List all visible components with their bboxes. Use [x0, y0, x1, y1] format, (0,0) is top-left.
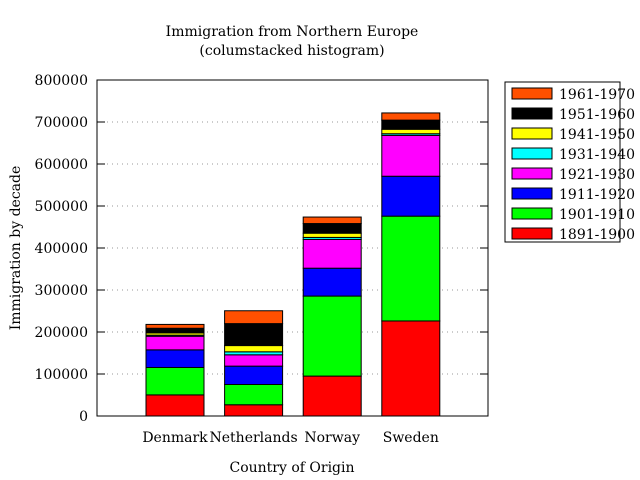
y-tick-label: 500000: [35, 199, 88, 215]
bar-segment: [145, 366, 205, 396]
bar-segment: [224, 383, 284, 406]
x-tick-label: Netherlands: [210, 430, 298, 446]
bar-segment: [381, 128, 441, 135]
y-tick-label: 400000: [35, 241, 88, 257]
legend-swatch: [511, 207, 553, 220]
y-tick-label: 800000: [35, 73, 88, 89]
legend-label: 1911-1920: [559, 187, 635, 203]
bar-segment: [302, 232, 362, 238]
legend-label: 1961-1970: [559, 87, 635, 103]
bar-segment: [381, 215, 441, 322]
legend-swatch: [511, 147, 553, 160]
y-tick-label: 0: [79, 409, 88, 425]
bar-segment: [302, 375, 362, 417]
legend-label: 1931-1940: [559, 147, 635, 163]
legend-swatch: [511, 227, 553, 240]
x-axis-label: Country of Origin: [229, 460, 354, 476]
bar-segment: [302, 223, 362, 234]
y-tick-label: 600000: [35, 157, 88, 173]
legend-label: 1921-1930: [559, 167, 635, 183]
legend-swatch: [511, 127, 553, 140]
legend-swatch: [511, 167, 553, 180]
bar-segment: [381, 119, 441, 130]
chart-subtitle: (columstacked histogram): [199, 43, 384, 59]
bar-segment: [224, 404, 284, 417]
legend-swatch: [511, 107, 553, 120]
legend-swatch: [511, 187, 553, 200]
y-axis-label: Immigration by decade: [8, 166, 24, 331]
legend-label: 1891-1900: [559, 227, 635, 243]
bar-segment: [145, 335, 205, 351]
x-tick-label: Denmark: [142, 430, 208, 446]
bar-segment: [302, 216, 362, 225]
bar-segment: [145, 349, 205, 368]
bar-segment: [302, 238, 362, 269]
legend-label: 1951-1960: [559, 107, 635, 123]
bar-segment: [224, 354, 284, 367]
bar-segment: [145, 323, 205, 329]
bar-segment: [302, 267, 362, 297]
bar-segment: [224, 323, 284, 347]
x-tick-label: Norway: [304, 430, 360, 446]
chart-title: Immigration from Northern Europe: [166, 24, 419, 40]
bar-segment: [381, 175, 441, 217]
bar-segment: [224, 310, 284, 325]
bar-segment: [381, 320, 441, 417]
legend-label: 1901-1910: [559, 207, 635, 223]
bar-segment: [381, 134, 441, 177]
bar-segment: [224, 365, 284, 385]
bar-segment: [381, 112, 441, 121]
y-tick-label: 300000: [35, 283, 88, 299]
y-tick-label: 200000: [35, 325, 88, 341]
x-tick-label: Sweden: [383, 430, 439, 446]
legend-swatch: [511, 87, 553, 100]
bar-segment: [302, 295, 362, 377]
y-tick-label: 700000: [35, 115, 88, 131]
legend-label: 1941-1950: [559, 127, 635, 143]
bar-segment: [224, 345, 284, 353]
y-tick-label: 100000: [35, 367, 88, 383]
bar-segment: [145, 327, 205, 334]
bar-segment: [145, 394, 205, 417]
